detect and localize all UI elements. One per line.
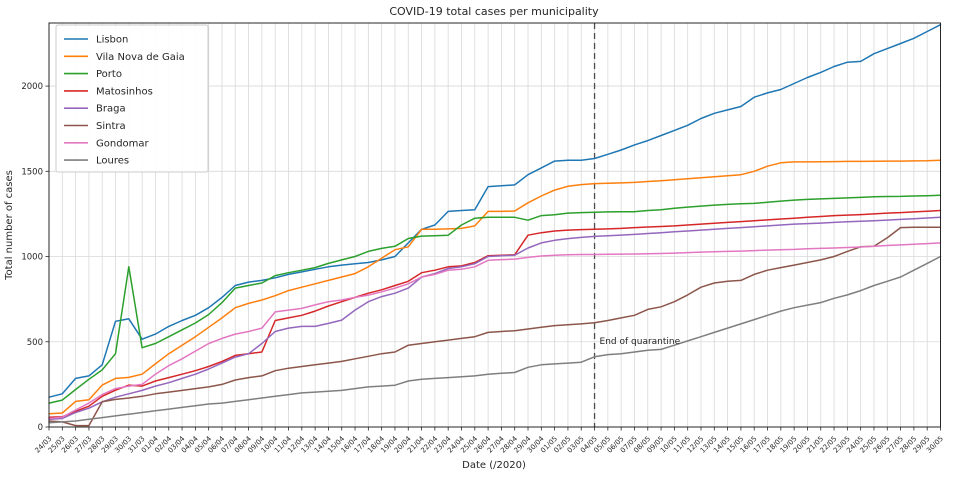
legend-box: [55, 24, 209, 173]
y-tick-label: 500: [27, 338, 43, 348]
end-of-quarantine-label: End of quarantine: [600, 337, 681, 347]
plot-border: [48, 22, 941, 428]
series-line-lisbon: [48, 23, 942, 398]
series-line-loures: [48, 255, 942, 424]
series-line-matosinhos: [48, 209, 942, 419]
y-axis-label: Total number of cases: [4, 170, 15, 281]
series-line-porto: [48, 194, 942, 404]
legend-label-porto: Porto: [96, 69, 122, 80]
legend-label-gondomar: Gondomar: [96, 138, 150, 149]
legend-label-matosinhos: Matosinhos: [96, 86, 153, 97]
series-line-sintra: [48, 226, 942, 427]
series-line-vila-nova-de-gaia: [48, 159, 942, 415]
series-line-braga: [48, 216, 942, 421]
legend-label-lisbon: Lisbon: [96, 35, 128, 46]
x-axis-label: Date (/2020): [462, 460, 526, 471]
y-tick-label: 1000: [21, 253, 43, 263]
data-series: [48, 23, 942, 427]
legend-label-sintra: Sintra: [96, 121, 126, 132]
legend: Lisbon Vila Nova de Gaia Porto Matosinhos Br…: [55, 24, 209, 173]
plot-area-border: [48, 22, 941, 428]
legend-label-braga: Braga: [96, 104, 126, 115]
series-line-gondomar: [48, 242, 942, 420]
annotation-layer: End of quarantine: [600, 337, 681, 347]
legend-label-loures: Loures: [96, 156, 129, 167]
axis-ticks: 24/0325/0326/0327/0328/0329/0330/0331/03…: [21, 82, 945, 455]
legend-label-vila-nova-de-gaia: Vila Nova de Gaia: [96, 52, 185, 63]
y-tick-label: 2000: [21, 82, 43, 92]
y-tick-label: 1500: [21, 167, 43, 177]
y-tick-label: 0: [38, 423, 43, 433]
chart-title: COVID-19 total cases per municipality: [389, 5, 599, 18]
